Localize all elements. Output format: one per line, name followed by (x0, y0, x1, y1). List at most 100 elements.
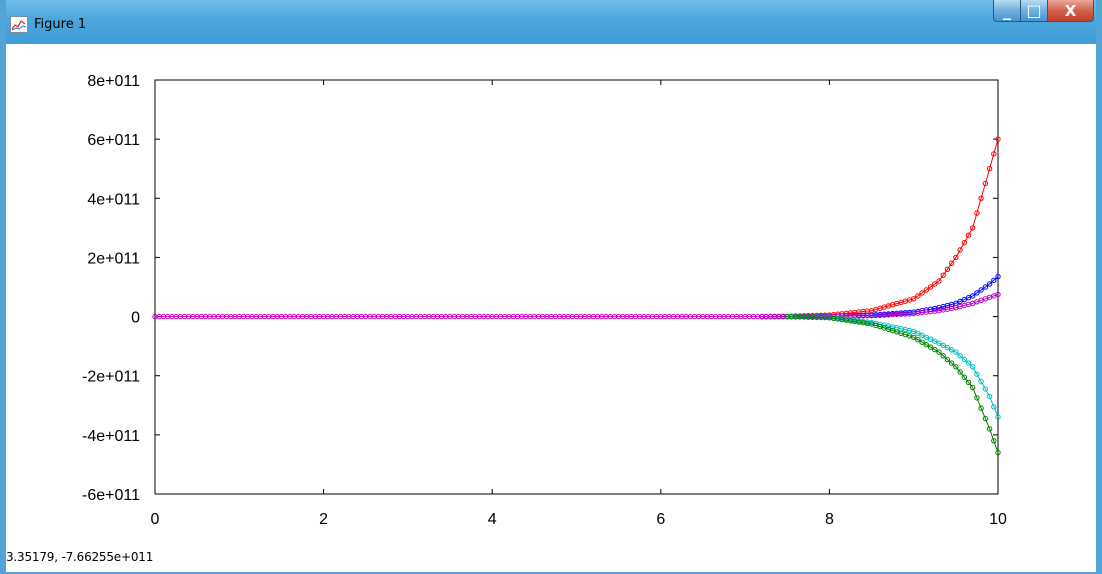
x-tick-label: 10 (989, 511, 1007, 528)
series-point (991, 151, 997, 157)
series-point (970, 293, 976, 299)
series-point (965, 360, 972, 366)
series-point (940, 353, 946, 359)
series-point (936, 340, 942, 346)
series-point (923, 287, 929, 293)
series-point (923, 334, 929, 340)
figure-app-icon[interactable] (10, 16, 28, 33)
series-point (953, 349, 959, 355)
series-point (974, 210, 980, 216)
series-point (936, 278, 942, 284)
series-point (961, 356, 967, 363)
y-tick-label: 6e+011 (87, 132, 140, 149)
series-point (911, 296, 917, 302)
series-point (936, 349, 942, 355)
series-line-0 (761, 138, 999, 318)
series-point (957, 353, 963, 359)
series-point (927, 284, 934, 290)
series-point (982, 386, 989, 392)
series-point (986, 166, 993, 172)
series-point (927, 336, 934, 342)
series-point (974, 290, 980, 296)
x-tick-label: 0 (151, 511, 160, 528)
series-point (986, 426, 993, 432)
series-point (978, 287, 984, 293)
x-tick-label: 2 (319, 511, 328, 528)
series-point (970, 384, 976, 391)
cursor-coordinates: 3.35179, -7.66255e+011 (6, 550, 154, 564)
series-point (982, 284, 989, 290)
y-tick-label: 8e+011 (87, 73, 140, 90)
series-point (932, 338, 938, 344)
minimize-icon: _ (1003, 1, 1011, 20)
series-point (986, 281, 993, 287)
series-point (970, 225, 976, 231)
close-button[interactable]: X (1047, 0, 1094, 22)
status-bar: 3.35179, -7.66255e+011 (6, 544, 1096, 572)
series-point (961, 296, 967, 303)
series-point (923, 342, 929, 348)
series-point (948, 260, 955, 267)
plot-frame (154, 79, 999, 495)
series-point (965, 232, 972, 238)
series-point (932, 281, 938, 287)
series-point (919, 339, 925, 345)
plot-area[interactable]: 0 2 4 6 8 10 -6e+011 -4e+011 -2e+011 0 2e+011 4e+01… (6, 44, 1096, 544)
series-line-4 (787, 316, 999, 453)
series-point (932, 346, 938, 353)
series-point (953, 364, 959, 370)
series-point (995, 291, 1001, 298)
y-tick-label: 4e+011 (87, 191, 140, 208)
series-point (944, 356, 951, 363)
maximize-icon: □ (1026, 1, 1042, 20)
series-point (995, 273, 1001, 280)
series-point (991, 438, 997, 444)
series-point (995, 136, 1001, 142)
series-point (974, 371, 980, 377)
series-point (982, 180, 989, 187)
series-point (911, 328, 917, 335)
series-point (995, 414, 1001, 420)
series-point (961, 374, 967, 380)
line-chart[interactable]: 0 2 4 6 8 10 -6e+011 -4e+011 -2e+011 0 2e+011 4e+01… (6, 44, 1096, 544)
series-point (944, 344, 951, 351)
series-point (911, 334, 917, 340)
series-line-2 (155, 293, 999, 318)
series-point (974, 395, 980, 401)
x-tick-label: 4 (488, 511, 497, 528)
series-point (919, 332, 925, 338)
series-point (919, 290, 925, 296)
series-point (978, 195, 984, 202)
series-point (965, 379, 972, 386)
series-point (982, 415, 989, 422)
series-point (948, 347, 955, 353)
series-point (970, 364, 976, 370)
series-point (957, 247, 963, 253)
close-icon: X (1064, 1, 1077, 20)
series-point (961, 239, 967, 246)
series-point (978, 378, 984, 385)
series-point (995, 449, 1001, 456)
minimize-button[interactable]: _ (993, 0, 1020, 22)
series-point (940, 272, 946, 278)
series-point (915, 330, 921, 336)
window-controls: _ □ X (993, 0, 1094, 22)
y-tick-label: 0 (131, 310, 140, 327)
y-tick-label: 2e+011 (87, 250, 140, 267)
series-point (957, 369, 963, 375)
series-point (927, 344, 934, 350)
maximize-button[interactable]: □ (1020, 0, 1047, 22)
series-line-3 (787, 316, 999, 418)
series-point (991, 404, 997, 410)
y-tick-label: -2e+011 (82, 369, 140, 386)
series-point (953, 254, 959, 261)
series-point (915, 337, 921, 343)
series-point (944, 266, 951, 273)
y-tick-label: -6e+011 (82, 487, 140, 504)
series-point (940, 342, 946, 349)
series-point (915, 293, 921, 299)
series-point (986, 393, 993, 400)
title-bar[interactable]: Figure 1 _ □ X (6, 0, 1096, 44)
series-point (991, 277, 997, 284)
